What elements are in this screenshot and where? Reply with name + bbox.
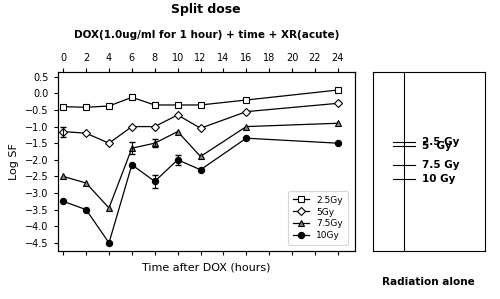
Legend: 2.5Gy, 5Gy, 7.5Gy, 10Gy: 2.5Gy, 5Gy, 7.5Gy, 10Gy — [288, 191, 348, 245]
Text: Radiation alone: Radiation alone — [382, 277, 475, 287]
X-axis label: Time after DOX (hours): Time after DOX (hours) — [142, 263, 270, 273]
Y-axis label: Log SF: Log SF — [10, 143, 20, 180]
Text: 5  Gy: 5 Gy — [422, 141, 452, 151]
Text: DOX(1.0ug/ml for 1 hour) + time + XR(acute): DOX(1.0ug/ml for 1 hour) + time + XR(acu… — [74, 30, 339, 40]
Text: 10 Gy: 10 Gy — [422, 174, 456, 184]
Text: 2.5 Gy: 2.5 Gy — [422, 137, 460, 147]
Text: 7.5 Gy: 7.5 Gy — [422, 160, 460, 170]
Text: Split dose: Split dose — [172, 3, 241, 16]
